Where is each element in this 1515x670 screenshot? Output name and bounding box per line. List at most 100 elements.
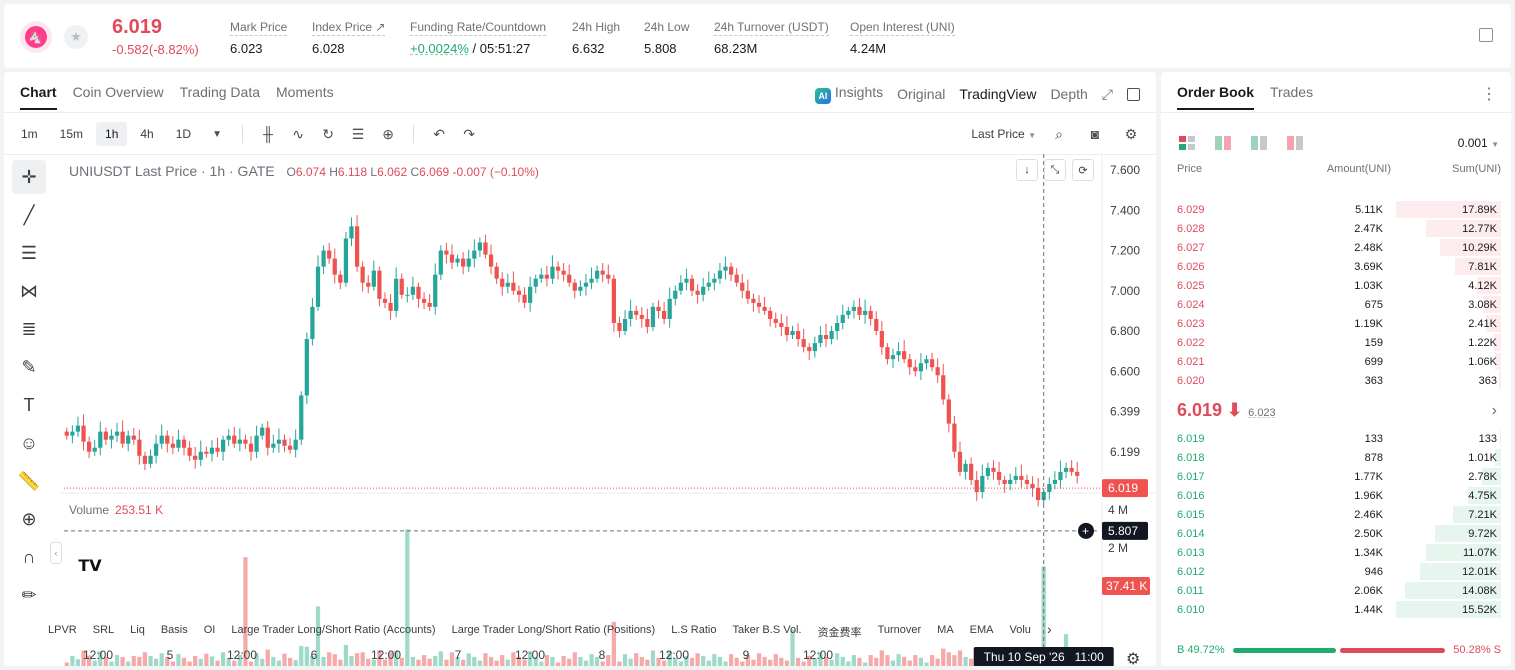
- arrow-down-icon[interactable]: ↓: [1016, 159, 1038, 181]
- ask-row[interactable]: 6.023 1.19K 2.41K: [1161, 314, 1511, 333]
- pattern-icon[interactable]: ⋈: [20, 280, 38, 301]
- brush-icon[interactable]: ✎: [21, 356, 37, 377]
- emoji-icon[interactable]: ☺: [19, 432, 39, 453]
- stat-funding-rate[interactable]: Funding Rate/Countdown +0.0024% / 05:51:…: [410, 20, 547, 56]
- bid-row[interactable]: 6.017 1.77K 2.78K: [1161, 467, 1511, 486]
- indicator-item[interactable]: Large Trader Long/Short Ratio (Accounts): [231, 624, 436, 636]
- timeframe-4h[interactable]: 4h: [140, 127, 154, 141]
- star-icon[interactable]: ★: [64, 25, 88, 49]
- bid-row[interactable]: 6.010 1.44K 15.52K: [1161, 600, 1511, 619]
- bid-row[interactable]: 6.015 2.46K 7.21K: [1161, 505, 1511, 524]
- bid-row[interactable]: 6.011 2.06K 14.08K: [1161, 581, 1511, 600]
- candle-body: [1024, 479, 1030, 484]
- timeframe-1h[interactable]: 1h: [96, 122, 128, 146]
- indicator-item[interactable]: Liq: [130, 624, 145, 636]
- ask-row[interactable]: 6.029 5.11K 17.89K: [1161, 200, 1511, 219]
- indicator-item[interactable]: L.S Ratio: [671, 624, 717, 636]
- add-alert-icon[interactable]: ⊕: [382, 125, 394, 142]
- indicator-item[interactable]: SRL: [92, 624, 115, 636]
- precision-select[interactable]: 0.001 ▼: [1457, 136, 1499, 150]
- chevron-right-icon[interactable]: ›: [1491, 402, 1497, 419]
- template-icon[interactable]: ☰: [351, 125, 365, 142]
- timeframe-1d[interactable]: 1D: [175, 127, 192, 141]
- expand-icon[interactable]: ⤢: [1101, 85, 1113, 102]
- ruler-icon[interactable]: 📏: [17, 470, 41, 491]
- price-chart[interactable]: 7.600 7.400 7.200 7.000 6.800 6.600 6.399 6.199…: [60, 154, 1156, 666]
- mode-asks-icon[interactable]: [1287, 136, 1303, 150]
- mode-split-icon[interactable]: [1215, 136, 1231, 150]
- tab-trades[interactable]: Trades: [1270, 84, 1314, 100]
- magnet-icon[interactable]: ∩: [22, 546, 36, 567]
- bid-row[interactable]: 6.012 946 12.01K: [1161, 562, 1511, 581]
- volume-bar: [131, 655, 136, 666]
- indicator-item[interactable]: OI: [203, 624, 216, 636]
- zoom-in-icon[interactable]: ⊕: [21, 508, 37, 529]
- indicator-item[interactable]: 资金费率: [817, 627, 862, 639]
- fib-icon[interactable]: ☰: [20, 242, 38, 263]
- chevron-left-icon[interactable]: ‹: [50, 542, 62, 564]
- measure-lines-icon[interactable]: ≣: [21, 318, 37, 339]
- redo-icon[interactable]: ↷: [463, 125, 475, 142]
- timeframe-15m[interactable]: 15m: [59, 127, 84, 141]
- text-icon[interactable]: T: [23, 394, 35, 415]
- stat-index-price[interactable]: Index Price ↗ 6.028: [312, 20, 386, 56]
- window-icon[interactable]: [1127, 87, 1140, 101]
- tab-trading-data[interactable]: Trading Data: [179, 84, 261, 100]
- ask-row[interactable]: 6.027 2.48K 10.29K: [1161, 238, 1511, 257]
- stat-open-interest[interactable]: Open Interest (UNI) 4.24M: [850, 20, 955, 56]
- ask-row[interactable]: 6.025 1.03K 4.12K: [1161, 276, 1511, 295]
- candlestick-icon[interactable]: ╫: [263, 126, 274, 142]
- trend-line-icon[interactable]: ╱: [23, 204, 35, 225]
- stat-24h-turnover[interactable]: 24h Turnover (USDT) 68.23M: [714, 20, 829, 56]
- indicator-item[interactable]: MA: [937, 624, 954, 636]
- indicator-icon[interactable]: ∿: [292, 125, 304, 142]
- candle-body: [137, 439, 142, 456]
- ask-row[interactable]: 6.020 363 363: [1161, 371, 1511, 390]
- chevron-right-icon[interactable]: ›: [1046, 621, 1052, 637]
- undo-icon[interactable]: ↶: [433, 125, 445, 142]
- ask-row[interactable]: 6.026 3.69K 7.81K: [1161, 257, 1511, 276]
- bid-row[interactable]: 6.018 878 1.01K: [1161, 448, 1511, 467]
- bid-row[interactable]: 6.013 1.34K 11.07K: [1161, 543, 1511, 562]
- tab-coin-overview[interactable]: Coin Overview: [72, 84, 164, 100]
- ask-row[interactable]: 6.022 159 1.22K: [1161, 333, 1511, 352]
- gear-icon[interactable]: ⚙: [1124, 125, 1138, 142]
- tab-chart[interactable]: Chart: [20, 84, 57, 110]
- stat-mark-price[interactable]: Mark Price 6.023: [230, 20, 288, 56]
- ask-row[interactable]: 6.028 2.47K 12.77K: [1161, 219, 1511, 238]
- view-depth[interactable]: Depth: [1050, 86, 1088, 102]
- search-icon[interactable]: ⌕: [1055, 125, 1063, 142]
- view-original[interactable]: Original: [897, 86, 946, 102]
- refresh-icon[interactable]: ⟳: [1072, 159, 1094, 181]
- mode-bids-icon[interactable]: [1251, 136, 1267, 150]
- replay-icon[interactable]: ↻: [322, 125, 334, 142]
- view-tradingview[interactable]: TradingView: [959, 86, 1037, 102]
- pencil-icon[interactable]: ✏: [21, 584, 37, 605]
- ask-row[interactable]: 6.021 699 1.06K: [1161, 352, 1511, 371]
- indicator-item[interactable]: Turnover: [877, 624, 922, 636]
- camera-icon[interactable]: ◙: [1090, 126, 1100, 142]
- collapse-icon[interactable]: ⤡: [1044, 159, 1066, 181]
- more-icon[interactable]: ⋮: [1481, 86, 1497, 103]
- indicator-item[interactable]: Basis: [160, 624, 188, 636]
- timeframe-1m[interactable]: 1m: [21, 127, 38, 141]
- candle-body: [762, 306, 767, 311]
- indicator-item[interactable]: LPVR: [48, 624, 77, 636]
- ask-row[interactable]: 6.024 675 3.08K: [1161, 295, 1511, 314]
- indicator-item[interactable]: Volu: [1009, 624, 1031, 636]
- view-insights[interactable]: AI Insights: [814, 84, 883, 104]
- tab-moments[interactable]: Moments: [276, 84, 334, 100]
- indicator-item[interactable]: EMA: [969, 624, 994, 636]
- mode-both-icon[interactable]: [1179, 136, 1195, 150]
- candle-body: [86, 441, 92, 452]
- indicator-item[interactable]: Large Trader Long/Short Ratio (Positions…: [451, 624, 656, 636]
- bid-row[interactable]: 6.019 133 133: [1161, 429, 1511, 448]
- price-type-select[interactable]: Last Price ▼: [971, 127, 1036, 141]
- tab-order-book[interactable]: Order Book: [1177, 84, 1255, 110]
- bid-row[interactable]: 6.016 1.96K 4.75K: [1161, 486, 1511, 505]
- chevron-down-icon[interactable]: ▼: [212, 128, 223, 140]
- book-icon[interactable]: [1479, 28, 1493, 42]
- bid-row[interactable]: 6.014 2.50K 9.72K: [1161, 524, 1511, 543]
- indicator-item[interactable]: Taker B.S Vol.: [732, 624, 802, 636]
- crosshair-icon[interactable]: ✛: [12, 160, 46, 194]
